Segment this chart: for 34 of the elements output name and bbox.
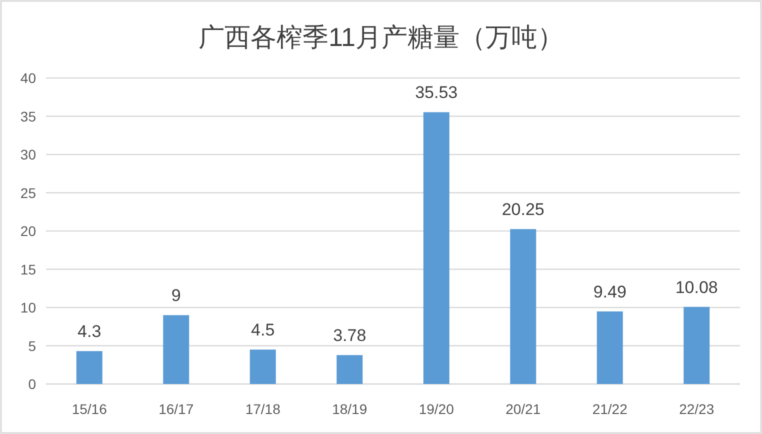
bar bbox=[250, 350, 276, 384]
y-tick-label: 20 bbox=[20, 223, 36, 239]
data-label: 20.25 bbox=[502, 200, 544, 220]
x-tick-label: 17/18 bbox=[245, 401, 281, 417]
data-label: 9.49 bbox=[593, 282, 626, 302]
x-tick-label: 21/22 bbox=[592, 401, 628, 417]
data-label: 35.53 bbox=[415, 83, 458, 102]
data-label: 10.08 bbox=[675, 278, 718, 297]
x-tick-label: 16/17 bbox=[158, 401, 194, 417]
y-tick-label: 35 bbox=[20, 108, 36, 124]
x-tick-label: 15/16 bbox=[72, 401, 108, 417]
bar bbox=[76, 351, 102, 384]
x-tick-label: 20/21 bbox=[506, 401, 541, 417]
data-label: 3.78 bbox=[333, 326, 366, 346]
data-label: 4.5 bbox=[251, 320, 275, 340]
bar bbox=[510, 229, 536, 384]
bar bbox=[684, 306, 710, 384]
bar bbox=[596, 311, 623, 384]
y-tick-label: 0 bbox=[28, 376, 36, 392]
data-label: 4.3 bbox=[78, 322, 102, 342]
chart-title: 广西各榨季11月产糖量（万吨） bbox=[198, 22, 564, 52]
y-tick-label: 30 bbox=[20, 146, 36, 162]
bar bbox=[163, 315, 190, 384]
x-tick-label: 19/20 bbox=[418, 401, 454, 417]
y-tick-label: 5 bbox=[28, 338, 36, 354]
x-tick-label: 22/23 bbox=[679, 401, 714, 417]
bar bbox=[336, 355, 363, 384]
x-tick-label: 18/19 bbox=[332, 401, 368, 417]
y-tick-label: 10 bbox=[20, 300, 36, 316]
y-tick-label: 40 bbox=[20, 70, 36, 86]
y-tick-label: 25 bbox=[20, 184, 36, 201]
y-tick-label: 15 bbox=[20, 261, 36, 278]
bar bbox=[423, 112, 450, 384]
data-label: 9 bbox=[171, 286, 181, 306]
